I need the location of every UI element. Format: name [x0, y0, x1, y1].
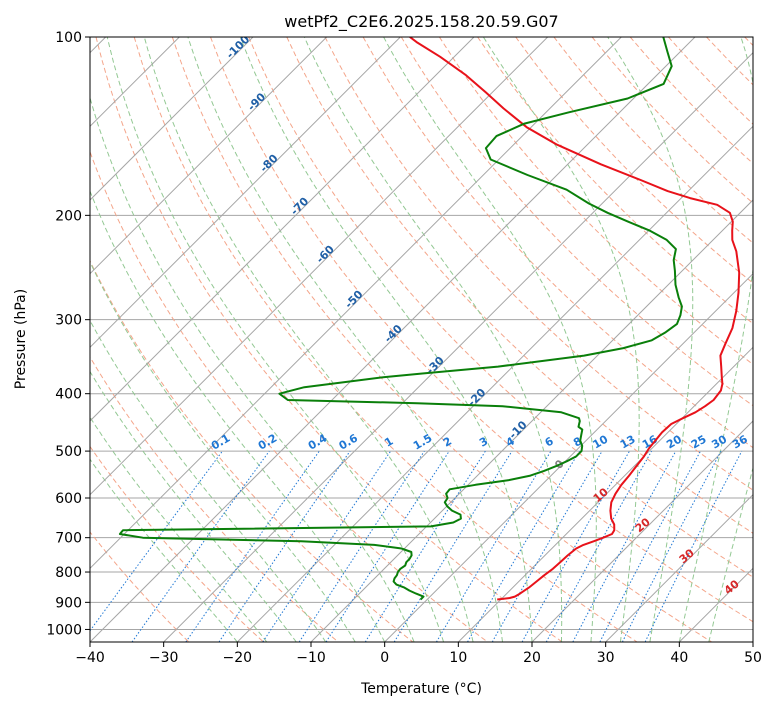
dry-adiabat-line [286, 37, 753, 534]
dry-adiabat-line [515, 37, 753, 284]
dry-adiabat-line [90, 259, 414, 642]
moist-adiabat-line [303, 37, 563, 642]
x-tick-label: 10 [449, 650, 467, 666]
x-tick-label: −20 [223, 650, 253, 666]
x-tick-label: −10 [296, 650, 326, 666]
y-tick-label: 1000 [46, 622, 82, 638]
moist-adiabat-line [90, 189, 386, 642]
x-axis-title: Temperature (°C) [360, 681, 482, 697]
dry-adiabat-line [171, 37, 712, 642]
x-tick-label: 50 [744, 650, 762, 666]
moist-adiabat-line [239, 37, 533, 642]
mixing-ratio-line [644, 450, 743, 642]
mixing-ratio-line [218, 450, 351, 642]
mixing-ratio-line [393, 450, 513, 642]
mixing-ratio-line [521, 450, 630, 642]
plot-frame [89, 36, 754, 643]
x-tick-label: −40 [75, 650, 105, 666]
x-tick-label: 30 [597, 650, 615, 666]
mixing-ratio-line [572, 450, 677, 642]
mixing-ratio-line [298, 450, 425, 642]
isotherm-gridline [90, 37, 549, 496]
y-tick-label: 900 [55, 595, 82, 611]
mixing-ratio-line [131, 450, 270, 642]
y-tick-label: 100 [55, 30, 82, 46]
isotherm-gridline [384, 272, 753, 642]
moist-adiabat-line [90, 319, 327, 642]
mixing-ratio-line [435, 450, 552, 642]
x-tick-label: 20 [523, 650, 541, 666]
dry-adiabat-line [90, 531, 190, 642]
y-tick-label: 300 [55, 313, 82, 329]
moist-adiabat-line [143, 37, 474, 642]
moist-adiabat-line [678, 37, 753, 642]
chart-title: wetPf2_C2E6.2025.158.20.59.G07 [284, 12, 558, 32]
isotherm-gridline [310, 199, 753, 642]
isotherm-gridline [90, 37, 254, 201]
y-axis-title: Pressure (hPa) [13, 289, 29, 389]
mixing-ratio-line [262, 450, 392, 642]
temperature-profile [409, 37, 741, 601]
dry-adiabat-line [362, 37, 753, 449]
isotherm-gridline [605, 493, 753, 642]
mixing-ratio-line [185, 450, 320, 642]
dry-adiabat-line [400, 37, 753, 407]
dry-adiabat-line [90, 445, 264, 642]
isotherm-gridline [90, 37, 622, 570]
y-tick-label: 700 [55, 531, 82, 547]
sounding-profiles [118, 37, 741, 601]
moist-adiabat-line [482, 37, 640, 642]
background-lines [90, 37, 753, 642]
mixing-ratio-line [325, 450, 450, 642]
mixing-ratio-line [545, 450, 653, 642]
isotherm-gridline [236, 125, 753, 642]
y-tick-label: 800 [55, 565, 82, 581]
dewpoint-profile [118, 37, 683, 601]
y-tick-label: 500 [55, 444, 82, 460]
dry-adiabat-line [477, 37, 753, 325]
y-tick-label: 600 [55, 491, 82, 507]
x-tick-label: 0 [380, 650, 389, 666]
moist-adiabat-line [106, 37, 445, 642]
moist-adiabat-line [607, 37, 694, 642]
isotherm-gridline [90, 37, 475, 422]
dry-adiabat-line [90, 150, 488, 642]
mixing-ratio-line [621, 450, 722, 642]
axes: −40 −30 −20 −10 0 10 20 30 40 50 100 200 300 400 500 60… [46, 30, 762, 666]
dry-adiabat-line [438, 37, 753, 366]
dry-adiabat-line [210, 37, 753, 623]
isotherm-gridline [752, 641, 753, 642]
mixing-ratio-line [90, 450, 223, 632]
x-tick-label: −30 [149, 650, 179, 666]
isotherm-gridline [457, 346, 753, 642]
moist-adiabat-line [708, 466, 753, 642]
isotherm-gridline [90, 37, 401, 349]
dry-adiabat-line [248, 37, 753, 578]
isotherm-gridline [90, 37, 696, 642]
dry-adiabat-line [133, 37, 638, 642]
x-tick-label: 40 [670, 650, 688, 666]
moist-adiabat-line [90, 416, 268, 642]
mixing-ratio-line [599, 450, 701, 642]
moist-adiabat-line [90, 260, 356, 642]
y-tick-label: 200 [55, 208, 82, 224]
dry-adiabat-line [95, 37, 563, 642]
plot-background [90, 37, 753, 642]
moist-adiabat-line [90, 458, 238, 642]
moist-adiabat-line [383, 37, 597, 642]
mixing-ratio-line [364, 450, 486, 642]
isotherm-gridline [531, 420, 753, 642]
isotherm-gridline [90, 37, 328, 275]
y-tick-label: 400 [55, 387, 82, 403]
